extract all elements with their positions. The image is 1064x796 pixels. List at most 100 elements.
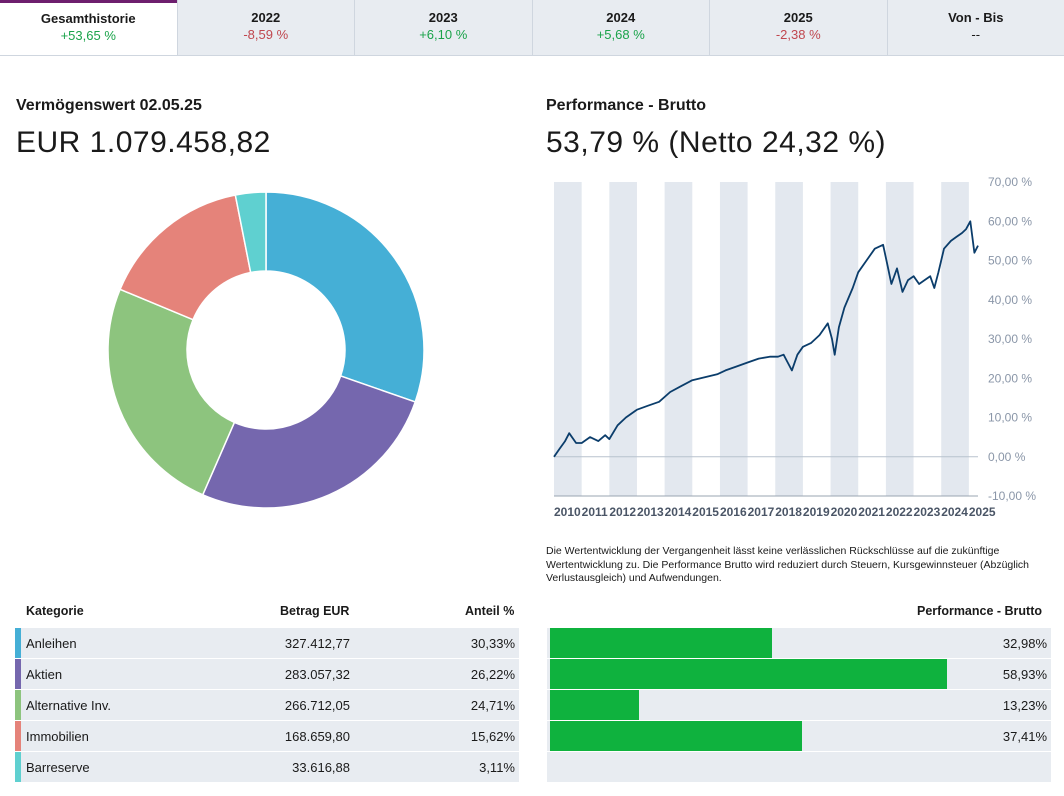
header-amount: Betrag EUR bbox=[280, 604, 350, 618]
y-tick-label: 10,00 % bbox=[988, 411, 1032, 425]
year-band bbox=[554, 182, 582, 496]
performance-series-line[interactable] bbox=[553, 220, 979, 458]
tab-performance-value: -2,38 % bbox=[775, 27, 821, 42]
asset-value-label: Vermögenswert 02.05.25 bbox=[16, 97, 202, 114]
table-row[interactable]: Anleihen 327.412,77 30,33% bbox=[15, 628, 519, 658]
performance-value: 58,93% bbox=[1002, 667, 1047, 682]
x-tick-label: 2010 bbox=[554, 505, 581, 519]
performance-bar bbox=[550, 721, 803, 751]
x-tick-label: 2017 bbox=[748, 505, 775, 519]
x-tick-label: 2022 bbox=[886, 505, 913, 519]
tab-4[interactable]: 2025 -2,38 % bbox=[709, 0, 887, 55]
year-band bbox=[664, 182, 693, 496]
tab-performance-value: -8,59 % bbox=[243, 27, 289, 42]
category-name: Alternative Inv. bbox=[26, 698, 112, 713]
year-band bbox=[719, 182, 748, 496]
performance-line-chart: 70,00 % 60,00 % 50,00 % 40,00 % 30,00 % 20,00… bbox=[553, 175, 1036, 519]
x-tick-label: 2019 bbox=[803, 505, 830, 519]
category-color-swatch bbox=[15, 721, 21, 751]
x-tick-label: 2021 bbox=[858, 505, 885, 519]
category-color-swatch bbox=[15, 659, 21, 689]
performance-row: 58,93% bbox=[547, 659, 1051, 689]
performance-label: Performance - Brutto bbox=[546, 97, 707, 114]
header-performance: Performance - Brutto bbox=[917, 604, 1043, 618]
year-band bbox=[830, 182, 859, 496]
y-tick-label: 20,00 % bbox=[988, 371, 1032, 385]
tab-performance-value: +6,10 % bbox=[419, 27, 468, 42]
asset-value: EUR 1.079.458,82 bbox=[16, 126, 271, 159]
performance-value: 13,23% bbox=[1002, 698, 1047, 713]
disclaimer-text: Die Wertentwicklung der Vergangenheit lä… bbox=[546, 545, 1030, 584]
tab-performance-value: +5,68 % bbox=[596, 27, 645, 42]
category-color-swatch bbox=[15, 752, 21, 782]
tab-title: Gesamthistorie bbox=[40, 11, 136, 26]
x-tick-label: 2015 bbox=[692, 505, 719, 519]
tab-title: 2022 bbox=[251, 10, 281, 25]
performance-value: 32,98% bbox=[1002, 636, 1047, 651]
period-tabs: Gesamthistorie +53,65 % 2022 -8,59 % 2023 +6,… bbox=[0, 0, 1064, 56]
performance-row: 37,41% bbox=[547, 721, 1051, 751]
x-tick-label: 2011 bbox=[582, 505, 608, 519]
x-tick-label: 2024 bbox=[941, 505, 968, 519]
y-tick-label: -10,00 % bbox=[988, 489, 1036, 503]
tab-performance-value: -- bbox=[971, 27, 981, 42]
category-amount: 327.412,77 bbox=[284, 636, 350, 651]
category-name: Immobilien bbox=[26, 729, 89, 744]
category-share: 15,62% bbox=[470, 729, 515, 744]
table-row[interactable]: Alternative Inv. 266.712,05 24,71% bbox=[15, 690, 519, 720]
category-amount: 266.712,05 bbox=[284, 698, 350, 713]
x-tick-label: 2023 bbox=[914, 505, 941, 519]
header-share: Anteil % bbox=[465, 604, 515, 618]
x-tick-label: 2016 bbox=[720, 505, 747, 519]
performance-row bbox=[547, 752, 1051, 782]
x-tick-label: 2018 bbox=[775, 505, 802, 519]
x-tick-label: 2014 bbox=[665, 505, 692, 519]
performance-value: 53,79 % (Netto 24,32 %) bbox=[546, 126, 887, 159]
performance-bar bbox=[550, 628, 773, 658]
category-share: 30,33% bbox=[470, 636, 515, 651]
tab-2[interactable]: 2023 +6,10 % bbox=[354, 0, 532, 55]
tab-5[interactable]: Von - Bis -- bbox=[886, 0, 1064, 55]
tab-title: Von - Bis bbox=[948, 10, 1004, 25]
performance-row: 32,98% bbox=[547, 628, 1051, 658]
y-tick-label: 70,00 % bbox=[988, 175, 1032, 189]
performance-bar bbox=[550, 690, 640, 720]
performance-row: 13,23% bbox=[547, 690, 1051, 720]
category-amount: 168.659,80 bbox=[284, 729, 350, 744]
x-tick-label: 2012 bbox=[609, 505, 636, 519]
performance-value: 37,41% bbox=[1002, 729, 1047, 744]
y-tick-label: 30,00 % bbox=[988, 332, 1032, 346]
category-color-swatch bbox=[15, 690, 21, 720]
allocation-donut-chart bbox=[107, 191, 425, 509]
y-tick-label: 60,00 % bbox=[988, 214, 1032, 228]
tab-1[interactable]: 2022 -8,59 % bbox=[176, 0, 354, 55]
donut-slice-aktien[interactable] bbox=[201, 375, 417, 509]
x-tick-label: 2025 bbox=[969, 505, 996, 519]
table-row[interactable]: Aktien 283.057,32 26,22% bbox=[15, 659, 519, 689]
category-amount: 33.616,88 bbox=[292, 760, 350, 775]
category-color-swatch bbox=[15, 628, 21, 658]
year-band bbox=[609, 182, 637, 496]
category-name: Aktien bbox=[26, 667, 63, 682]
y-tick-label: 50,00 % bbox=[988, 254, 1032, 268]
category-share: 24,71% bbox=[470, 698, 515, 713]
year-band bbox=[941, 182, 969, 496]
table-row[interactable]: Barreserve 33.616,88 3,11% bbox=[15, 752, 519, 782]
category-name: Barreserve bbox=[26, 760, 90, 775]
tab-title: 2025 bbox=[783, 10, 813, 25]
donut-slice-alternative-inv-[interactable] bbox=[107, 288, 236, 496]
category-share: 26,22% bbox=[470, 667, 515, 682]
x-tick-label: 2020 bbox=[831, 505, 858, 519]
header-category: Kategorie bbox=[26, 604, 84, 618]
tab-0[interactable]: Gesamthistorie +53,65 % bbox=[0, 0, 177, 55]
tab-title: 2023 bbox=[428, 10, 458, 25]
tab-3[interactable]: 2024 +5,68 % bbox=[531, 0, 709, 55]
donut-slice-anleihen[interactable] bbox=[265, 191, 425, 403]
category-name: Anleihen bbox=[26, 636, 77, 651]
y-tick-label: 40,00 % bbox=[988, 293, 1032, 307]
performance-bar bbox=[550, 659, 947, 689]
year-band bbox=[885, 182, 914, 496]
donut-slice-barreserve[interactable] bbox=[234, 191, 267, 274]
category-share: 3,11% bbox=[479, 760, 515, 775]
table-row[interactable]: Immobilien 168.659,80 15,62% bbox=[15, 721, 519, 751]
